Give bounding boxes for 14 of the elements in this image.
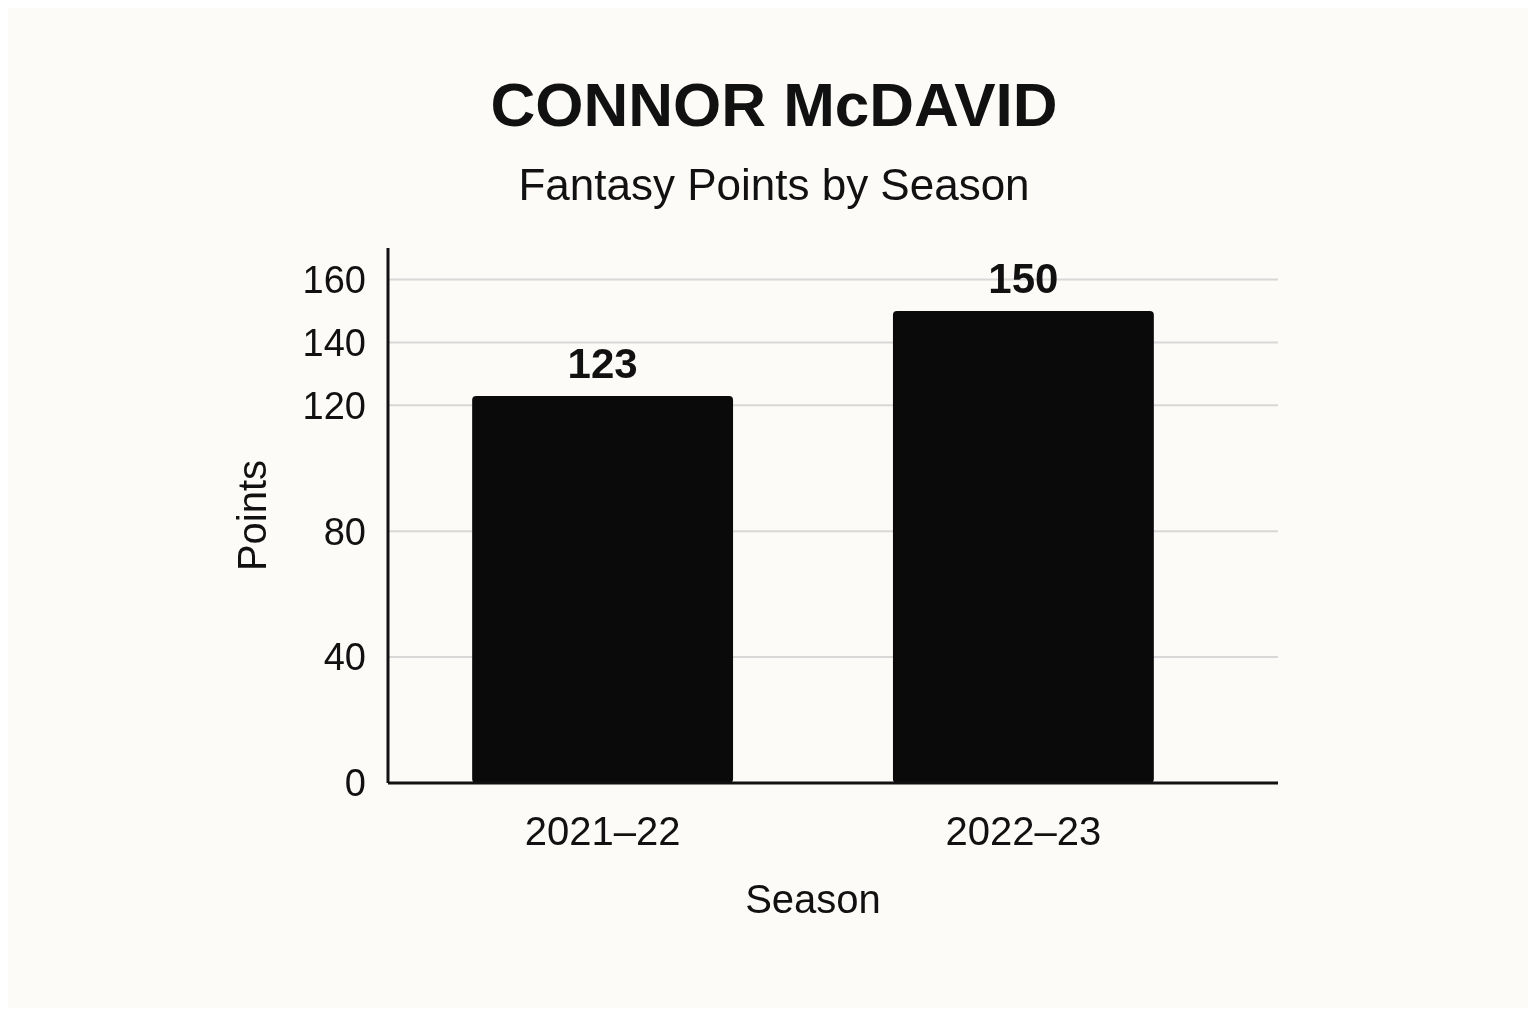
y-tick-label: 40 [323, 636, 366, 679]
x-tick-label: 2021–22 [524, 809, 681, 853]
y-tick-label: 0 [344, 762, 366, 805]
y-tick-label: 160 [302, 258, 366, 301]
y-tick-label: 140 [302, 321, 366, 364]
chart-title: CONNOR McDAVID [490, 70, 1058, 139]
x-axis-title: Season [745, 877, 881, 921]
y-tick-label: 80 [323, 510, 366, 553]
y-axis-title: Points [230, 459, 274, 572]
y-tick-label: 120 [302, 384, 366, 427]
x-tick-label: 2022–23 [945, 809, 1102, 853]
data-label: 150 [988, 254, 1059, 302]
data-label: 123 [567, 339, 638, 387]
chart-subtitle: Fantasy Points by Season [518, 160, 1030, 209]
